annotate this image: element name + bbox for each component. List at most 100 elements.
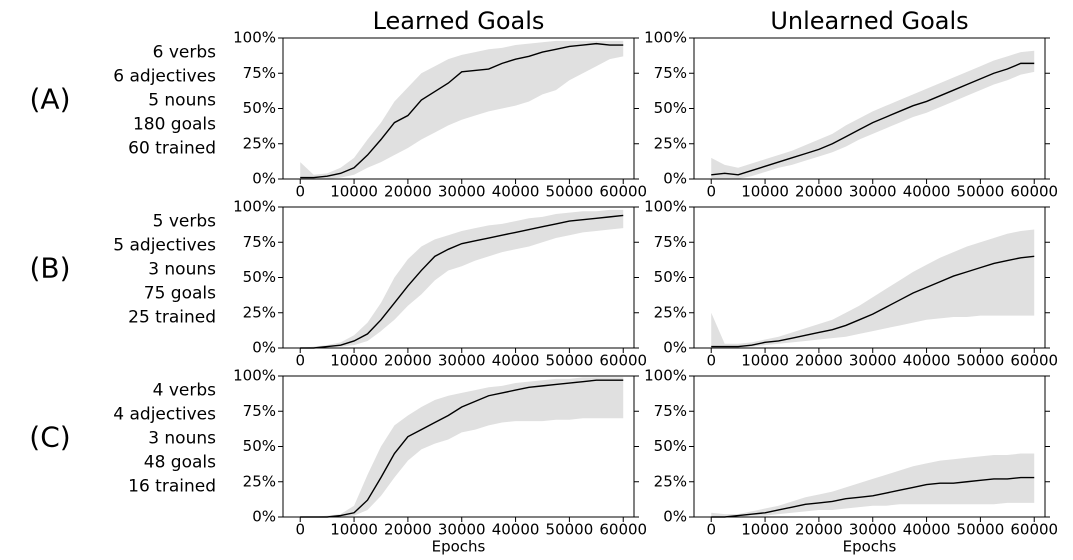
row-description: 4 adjectives: [113, 405, 216, 425]
column-title: Unlearned Goals: [770, 7, 968, 35]
x-tick-label: 40000: [492, 521, 540, 539]
x-tick-label: 50000: [957, 521, 1005, 539]
x-tick-label: 30000: [849, 521, 897, 539]
mean-line: [300, 42, 624, 179]
y-tick-label: 100%: [233, 367, 276, 385]
x-tick-label: 0: [295, 521, 305, 539]
spread-band: [711, 50, 1035, 179]
y-tick-label: 100%: [644, 367, 687, 385]
x-tick-label: 60000: [1010, 352, 1058, 370]
row-description: 60 trained: [128, 139, 216, 159]
spread-band: [711, 229, 1035, 348]
row-description: 75 goals: [144, 284, 216, 304]
y-tick-label: 75%: [243, 64, 276, 82]
y-tick-label: 50%: [243, 268, 276, 286]
spread-band: [300, 377, 624, 517]
x-tick-label: 0: [295, 352, 305, 370]
x-tick-label: 10000: [741, 521, 789, 539]
spread-band: [300, 209, 624, 348]
row-description: 6 adjectives: [113, 67, 216, 87]
row-description: 5 verbs: [153, 212, 217, 232]
x-tick-label: 10000: [741, 183, 789, 201]
x-tick-label: 60000: [1010, 183, 1058, 201]
x-tick-label: 40000: [903, 183, 951, 201]
x-tick-label: 0: [706, 352, 716, 370]
y-tick-label: 50%: [654, 268, 687, 286]
y-tick-label: 25%: [243, 134, 276, 152]
x-tick-label: 60000: [1010, 521, 1058, 539]
row-label: (A): [29, 83, 70, 116]
x-tick-label: 0: [706, 521, 716, 539]
row-description: 3 nouns: [148, 260, 216, 280]
x-tick-label: 50000: [546, 521, 594, 539]
x-tick-label: 30000: [849, 183, 897, 201]
x-tick-label: 60000: [599, 352, 647, 370]
mean-line: [711, 255, 1035, 348]
y-tick-label: 50%: [243, 437, 276, 455]
y-tick-label: 0%: [663, 170, 687, 188]
x-tick-label: 30000: [438, 352, 486, 370]
x-tick-label: 40000: [903, 352, 951, 370]
y-tick-label: 25%: [243, 303, 276, 321]
spread-band: [300, 40, 624, 179]
x-tick-label: 20000: [384, 352, 432, 370]
y-tick-label: 0%: [252, 339, 276, 357]
x-tick-label: 20000: [795, 183, 843, 201]
x-tick-label: 40000: [492, 183, 540, 201]
x-tick-label: 20000: [795, 352, 843, 370]
row-label: (B): [29, 252, 70, 285]
x-tick-label: 60000: [599, 521, 647, 539]
y-tick-label: 100%: [644, 198, 687, 216]
row-description: 5 adjectives: [113, 236, 216, 256]
spread-band: [711, 453, 1035, 517]
y-tick-label: 75%: [654, 64, 687, 82]
y-tick-label: 100%: [644, 29, 687, 47]
x-tick-label: 10000: [330, 183, 378, 201]
x-tick-label: 10000: [330, 521, 378, 539]
x-tick-label: 50000: [957, 352, 1005, 370]
mean-line: [711, 62, 1035, 176]
row-description: 48 goals: [144, 453, 216, 473]
y-tick-label: 25%: [654, 303, 687, 321]
row-description: 16 trained: [128, 477, 216, 497]
x-tick-label: 40000: [903, 521, 951, 539]
y-tick-label: 0%: [663, 508, 687, 526]
y-tick-label: 25%: [243, 472, 276, 490]
y-tick-label: 75%: [654, 233, 687, 251]
row-description: 5 nouns: [148, 91, 216, 111]
x-tick-label: 10000: [741, 352, 789, 370]
row-description: 3 nouns: [148, 429, 216, 449]
y-tick-label: 100%: [233, 29, 276, 47]
x-tick-label: 50000: [546, 352, 594, 370]
x-tick-label: 30000: [438, 183, 486, 201]
y-tick-label: 25%: [654, 134, 687, 152]
row-description: 6 verbs: [153, 43, 217, 63]
x-tick-label: 50000: [546, 183, 594, 201]
x-tick-label: 0: [706, 183, 716, 201]
x-tick-label: 10000: [330, 352, 378, 370]
row-label: (C): [29, 421, 70, 454]
x-tick-label: 40000: [492, 352, 540, 370]
mean-line: [711, 476, 1035, 518]
axes-frame: [693, 37, 1046, 180]
y-tick-label: 50%: [243, 99, 276, 117]
mean-line: [300, 379, 624, 518]
x-tick-label: 20000: [384, 183, 432, 201]
y-tick-label: 75%: [654, 402, 687, 420]
row-description: 4 verbs: [153, 381, 217, 401]
y-tick-label: 0%: [663, 339, 687, 357]
y-tick-label: 50%: [654, 99, 687, 117]
column-title: Learned Goals: [373, 7, 545, 35]
row-description: 25 trained: [128, 308, 216, 328]
y-tick-label: 0%: [252, 170, 276, 188]
y-tick-label: 25%: [654, 472, 687, 490]
x-axis-label: Epochs: [843, 538, 897, 556]
y-tick-label: 0%: [252, 508, 276, 526]
x-tick-label: 60000: [599, 183, 647, 201]
y-tick-label: 75%: [243, 402, 276, 420]
mean-line: [300, 214, 624, 349]
y-tick-label: 100%: [233, 198, 276, 216]
x-tick-label: 20000: [384, 521, 432, 539]
x-tick-label: 30000: [438, 521, 486, 539]
